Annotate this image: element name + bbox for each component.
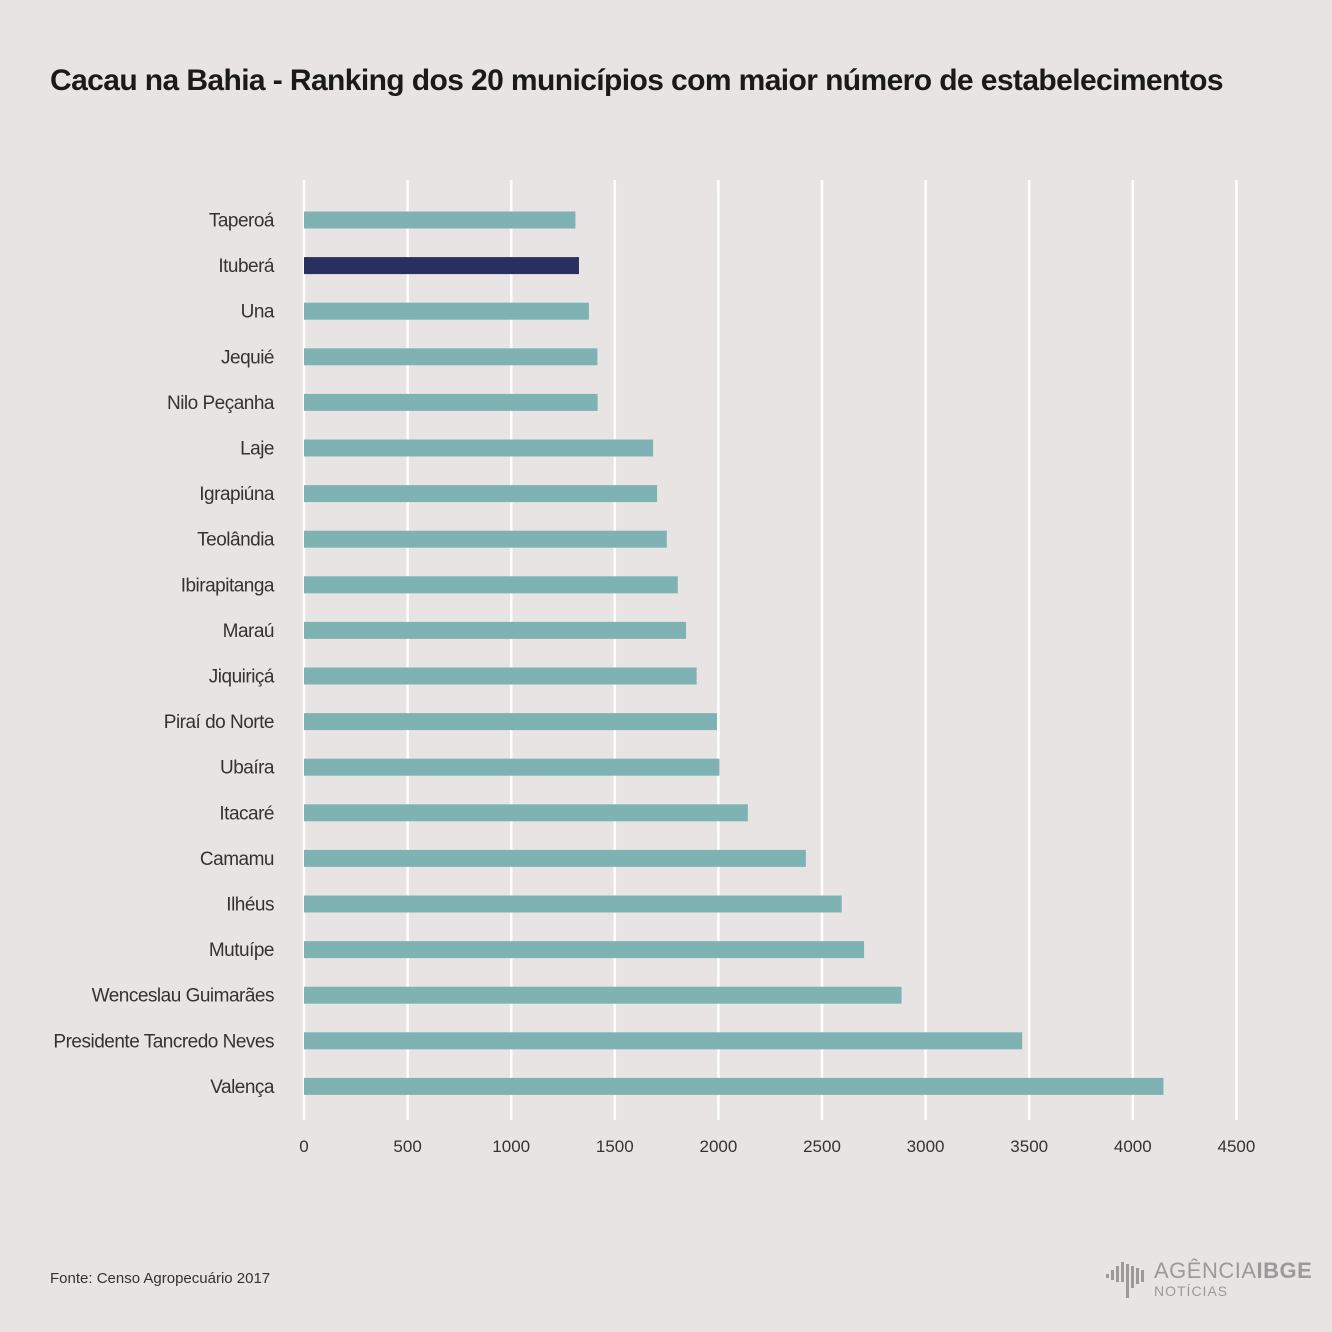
- category-label-ubaira: Ubaíra: [220, 758, 275, 779]
- x-tick-label-500: 500: [393, 1137, 421, 1156]
- bar-taperoa: [304, 211, 576, 229]
- category-label-ilheus: Ilhéus: [226, 895, 274, 916]
- category-label-ibirapitanga: Ibirapitanga: [181, 575, 275, 596]
- agencia-ibge-logo: AGÊNCIAIBGE NOTÍCIAS: [1106, 1258, 1312, 1302]
- category-label-jiquirica: Jiquiriçá: [209, 667, 275, 688]
- x-tick-label-3500: 3500: [1010, 1137, 1048, 1156]
- logo-name-part1: AGÊNCIA: [1154, 1258, 1257, 1283]
- bar-teolandia: [304, 530, 667, 548]
- bar-ubaira: [304, 758, 720, 776]
- bar-ibirapitanga: [304, 576, 678, 594]
- logo-subtitle: NOTÍCIAS: [1154, 1283, 1229, 1299]
- x-tick-label-4000: 4000: [1114, 1137, 1152, 1156]
- x-tick-label-0: 0: [299, 1137, 308, 1156]
- bar-pirai-do-norte: [304, 713, 717, 731]
- x-tick-label-3000: 3000: [907, 1137, 945, 1156]
- bar-itacare: [304, 804, 748, 822]
- bar-marau: [304, 621, 687, 639]
- bar-camamu: [304, 849, 806, 867]
- category-label-wenceslau-guimaraes: Wenceslau Guimarães: [92, 986, 274, 1007]
- bar-presidente-tancredo-neves: [304, 1032, 1023, 1050]
- bar-mutuipe: [304, 941, 865, 959]
- bar-ilheus: [304, 895, 842, 913]
- category-label-itubera: Ituberá: [218, 256, 275, 277]
- bar-valenca: [304, 1077, 1164, 1095]
- category-label-valenca: Valença: [210, 1077, 275, 1098]
- x-tick-label-1500: 1500: [596, 1137, 634, 1156]
- x-tick-label-2000: 2000: [699, 1137, 737, 1156]
- bar-itubera: [304, 257, 579, 275]
- category-label-pirai-do-norte: Piraí do Norte: [164, 712, 274, 733]
- chart-title: Cacau na Bahia - Ranking dos 20 municípi…: [50, 64, 1224, 97]
- category-label-presidente-tancredo-neves: Presidente Tancredo Neves: [53, 1031, 274, 1052]
- category-label-laje: Laje: [240, 439, 274, 460]
- category-label-taperoa: Taperoá: [209, 211, 275, 232]
- bar-wenceslau-guimaraes: [304, 986, 902, 1004]
- category-label-mutuipe: Mutuípe: [209, 940, 274, 961]
- category-label-teolandia: Teolândia: [197, 530, 275, 551]
- bar-igrapiuna: [304, 485, 658, 503]
- category-label-nilo-pecanha: Nilo Peçanha: [167, 393, 275, 414]
- bar-jequie: [304, 348, 598, 366]
- source-note: Fonte: Censo Agropecuário 2017: [50, 1270, 271, 1287]
- category-label-una: Una: [241, 302, 275, 323]
- category-label-camamu: Camamu: [200, 849, 274, 870]
- x-tick-label-4500: 4500: [1217, 1137, 1255, 1156]
- category-label-igrapiuna: Igrapiúna: [199, 484, 275, 505]
- logo-wordmark: AGÊNCIAIBGE: [1154, 1258, 1312, 1284]
- bar-una: [304, 302, 589, 320]
- bar-jiquirica: [304, 667, 697, 685]
- x-tick-label-2500: 2500: [803, 1137, 841, 1156]
- category-label-marau: Maraú: [223, 621, 274, 642]
- bar-laje: [304, 439, 654, 457]
- ibge-logo-icon: [1106, 1262, 1144, 1298]
- logo-name-part2: IBGE: [1256, 1258, 1313, 1283]
- x-tick-label-1000: 1000: [492, 1137, 530, 1156]
- bar-nilo-pecanha: [304, 393, 598, 411]
- category-label-itacare: Itacaré: [219, 803, 274, 824]
- category-label-jequie: Jequié: [221, 347, 274, 368]
